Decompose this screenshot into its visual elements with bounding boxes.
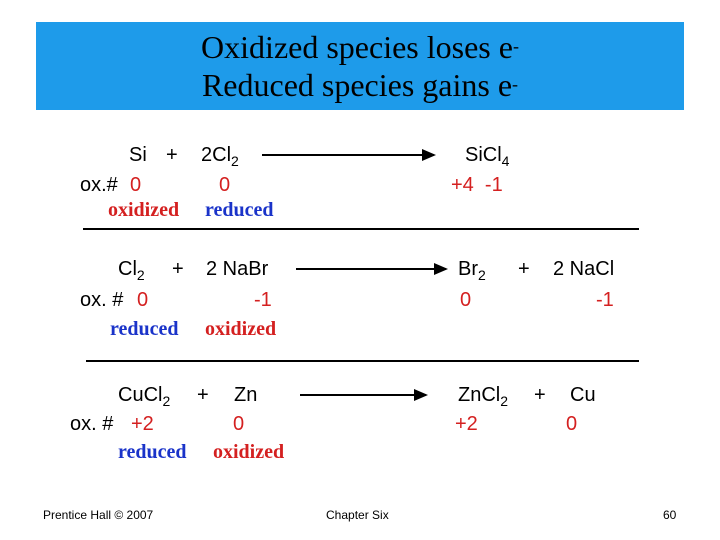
- reaction-1-product-1: SiCl4: [465, 144, 510, 169]
- footer-chapter: Chapter Six: [326, 508, 389, 522]
- reaction-2-product-2: 2 NaCl: [553, 258, 615, 280]
- title-band: Oxidized species loses e- Reduced specie…: [36, 22, 684, 110]
- reaction-3-plus-2: +: [534, 384, 546, 406]
- reaction-3-arrow: [300, 389, 428, 401]
- reaction-1-plus: +: [166, 144, 178, 166]
- reaction-2-role-reduced: reduced: [110, 318, 179, 340]
- reaction-2-reactant-1-subscript: 2: [136, 267, 145, 283]
- reaction-1-reactant-1: Si: [129, 144, 147, 166]
- divider-1: [83, 228, 639, 230]
- reaction-1-role-oxidized: oxidized: [108, 199, 180, 221]
- title-line-2: Reduced species gains e-: [36, 67, 684, 108]
- reaction-2-reactant-1-formula: Cl: [118, 258, 137, 280]
- reaction-2-product-1: Br2: [458, 258, 486, 283]
- footer-page-number: 60: [663, 508, 677, 522]
- reaction-2-arrow: [296, 263, 448, 275]
- reaction-2-ox-product-2: -1: [596, 289, 614, 311]
- reaction-2-role-oxidized: oxidized: [205, 318, 277, 340]
- reaction-1-product-1-formula: SiCl: [465, 144, 502, 166]
- reaction-3-ox-product-2: 0: [566, 413, 578, 435]
- title-line-1-text: Oxidized species loses e: [201, 29, 513, 65]
- reaction-1-reactant-2-subscript: 2: [231, 153, 239, 169]
- reaction-3-reactant-1: CuCl2: [118, 384, 171, 409]
- reaction-2-product-1-formula: Br: [458, 258, 478, 280]
- reaction-3-product-1-formula: ZnCl: [458, 384, 501, 406]
- reaction-1-ox-reactant-2: 0: [219, 174, 231, 196]
- title-line-2-text: Reduced species gains e: [201, 67, 513, 103]
- title-line-2-superscript: -: [512, 74, 519, 94]
- title-line-1: Oxidized species loses e-: [36, 29, 684, 70]
- reaction-3-ox-product-1: +2: [455, 413, 478, 435]
- reaction-1-ox-reactant-1: 0: [130, 174, 142, 196]
- footer-copyright: Prentice Hall © 2007: [43, 508, 154, 522]
- divider-2: [86, 360, 639, 362]
- reaction-3-role-reduced: reduced: [118, 441, 187, 463]
- reaction-1-ox-product-1: +4 -1: [451, 174, 503, 196]
- reaction-3-role-oxidized: oxidized: [213, 441, 285, 463]
- reaction-2-reactant-1: Cl2: [118, 258, 145, 283]
- reaction-2-plus-2: +: [518, 258, 530, 280]
- reaction-2-reactant-2: 2 NaBr: [206, 258, 269, 280]
- reaction-3-ox-label: ox. #: [70, 413, 114, 435]
- reaction-3-product-1-subscript: 2: [500, 393, 509, 409]
- reaction-1-product-1-subscript: 4: [501, 153, 510, 169]
- reaction-2-product-1-subscript: 2: [478, 267, 486, 283]
- reaction-3-plus-1: +: [197, 384, 209, 406]
- reaction-3-reactant-1-subscript: 2: [162, 393, 171, 409]
- reaction-1-reactant-2: 2Cl2: [201, 144, 239, 169]
- reaction-2-ox-label: ox. #: [80, 289, 124, 311]
- reaction-1-arrow: [262, 149, 436, 161]
- reaction-1-role-reduced: reduced: [205, 199, 274, 221]
- reaction-3-reactant-2: Zn: [234, 384, 258, 406]
- reaction-3-product-2: Cu: [570, 384, 596, 406]
- title-line-1-superscript: -: [512, 36, 519, 56]
- reaction-1-reactant-2-formula: 2Cl: [201, 144, 232, 166]
- reaction-2-ox-reactant-1: 0: [137, 289, 149, 311]
- reaction-2-ox-reactant-2: -1: [254, 289, 272, 311]
- reaction-3-ox-reactant-2: 0: [233, 413, 245, 435]
- reaction-2-plus-1: +: [172, 258, 184, 280]
- reaction-3-ox-reactant-1: +2: [131, 413, 154, 435]
- reaction-3-product-1: ZnCl2: [458, 384, 509, 409]
- reaction-3-reactant-1-formula: CuCl: [118, 384, 163, 406]
- reaction-2-ox-product-1: 0: [460, 289, 472, 311]
- reaction-1-ox-label: ox.#: [80, 174, 118, 196]
